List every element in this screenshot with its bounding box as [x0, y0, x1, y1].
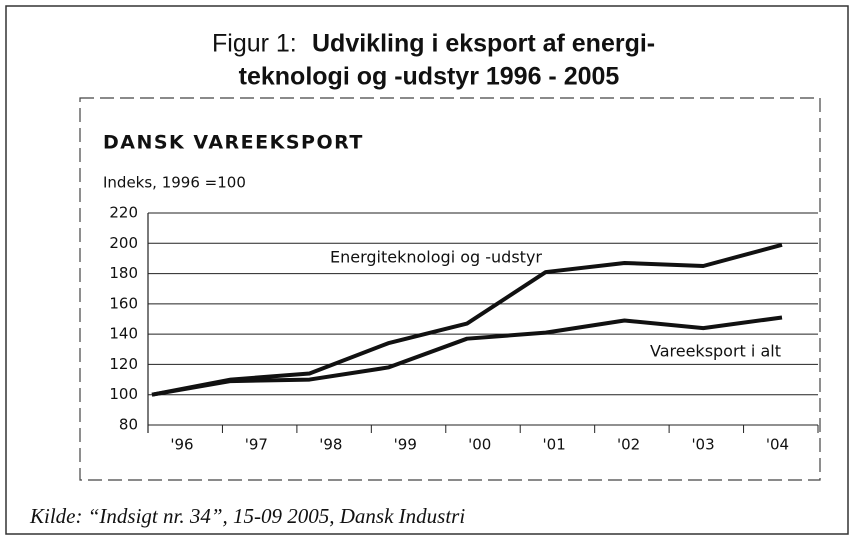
y-tick-label: 220 [109, 204, 138, 222]
x-tick-label: '04 [766, 436, 789, 454]
x-tick-label: '00 [468, 436, 491, 454]
source-note: Kilde: “Indsigt nr. 34”, 15-09 2005, Dan… [29, 504, 465, 528]
x-tick-label: '98 [319, 436, 342, 454]
data-line [151, 242, 783, 397]
y-tick-label: 120 [109, 355, 138, 373]
series-label: Energiteknologi og -udstyr [330, 248, 542, 267]
data-line [151, 315, 783, 397]
y-tick-label: 100 [109, 385, 138, 403]
y-tick-label: 140 [109, 325, 138, 343]
inner-frame [79, 97, 821, 481]
figure-label: Figur 1: [212, 30, 297, 58]
chart-title: teknologi og -udstyr 1996 - 2005 [239, 63, 620, 91]
x-tick-label: '97 [245, 436, 268, 454]
y-axis-label: Indeks, 1996 =100 [103, 174, 246, 192]
x-tick-label: '01 [543, 436, 566, 454]
y-tick-label: 160 [109, 294, 138, 312]
outer-frame [5, 5, 849, 535]
x-tick-label: '03 [691, 436, 714, 454]
chart-title: Udvikling i eksport af energi- [312, 30, 655, 58]
chart-subtitle: DANSK VAREEKSPORT [103, 132, 364, 154]
y-tick-label: 80 [119, 416, 138, 434]
series-label: Vareeksport i alt [650, 342, 781, 361]
y-tick-label: 200 [109, 234, 138, 252]
x-tick-label: '99 [394, 436, 417, 454]
y-tick-label: 180 [109, 264, 138, 282]
x-tick-label: '96 [170, 436, 193, 454]
x-tick-label: '02 [617, 436, 640, 454]
